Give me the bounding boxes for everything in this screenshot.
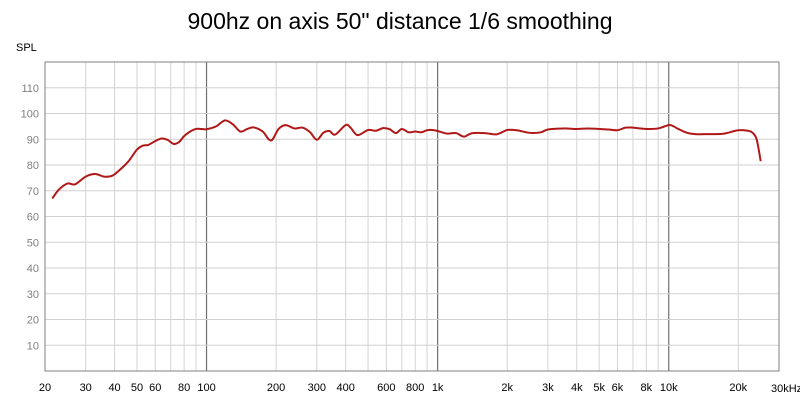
x-tick-label: 60 (149, 382, 161, 394)
x-tick-label: 5k (593, 382, 605, 394)
x-tick-label: 3k (542, 382, 554, 394)
y-tick-label: 60 (27, 212, 39, 224)
y-tick-label: 50 (27, 237, 39, 249)
y-tick-label: 30 (27, 289, 39, 301)
y-axis-label: SPL (16, 42, 37, 54)
x-tick-label: 600 (377, 382, 395, 394)
y-tick-label: 40 (27, 263, 39, 275)
y-tick-label: 80 (27, 160, 39, 172)
y-tick-label: 90 (27, 134, 39, 146)
x-axis-unit-label: 30kHz (771, 383, 800, 395)
x-tick-label: 100 (197, 382, 215, 394)
y-tick-label: 70 (27, 186, 39, 198)
x-tick-label: 1k (432, 382, 444, 394)
x-tick-label: 50 (131, 382, 143, 394)
y-tick-label: 20 (27, 315, 39, 327)
spl-response-line (51, 119, 762, 200)
x-tick-label: 10k (660, 382, 678, 394)
y-tick-label: 100 (21, 109, 39, 121)
plot-frame (44, 61, 780, 372)
y-tick-label: 10 (27, 340, 39, 352)
x-tick-label: 80 (178, 382, 190, 394)
x-tick-label: 30 (80, 382, 92, 394)
x-tick-label: 300 (308, 382, 326, 394)
x-tick-label: 40 (108, 382, 120, 394)
x-tick-label: 4k (571, 382, 583, 394)
x-tick-label: 6k (612, 382, 624, 394)
x-tick-label: 800 (406, 382, 424, 394)
x-tick-label: 400 (336, 382, 354, 394)
x-tick-label: 2k (501, 382, 513, 394)
x-tick-label: 8k (641, 382, 653, 394)
x-tick-label: 20 (39, 382, 51, 394)
y-tick-label: 110 (21, 83, 39, 95)
x-tick-label: 200 (267, 382, 285, 394)
chart-title: 900hz on axis 50" distance 1/6 smoothing (187, 8, 613, 34)
x-tick-label: 20k (729, 382, 747, 394)
